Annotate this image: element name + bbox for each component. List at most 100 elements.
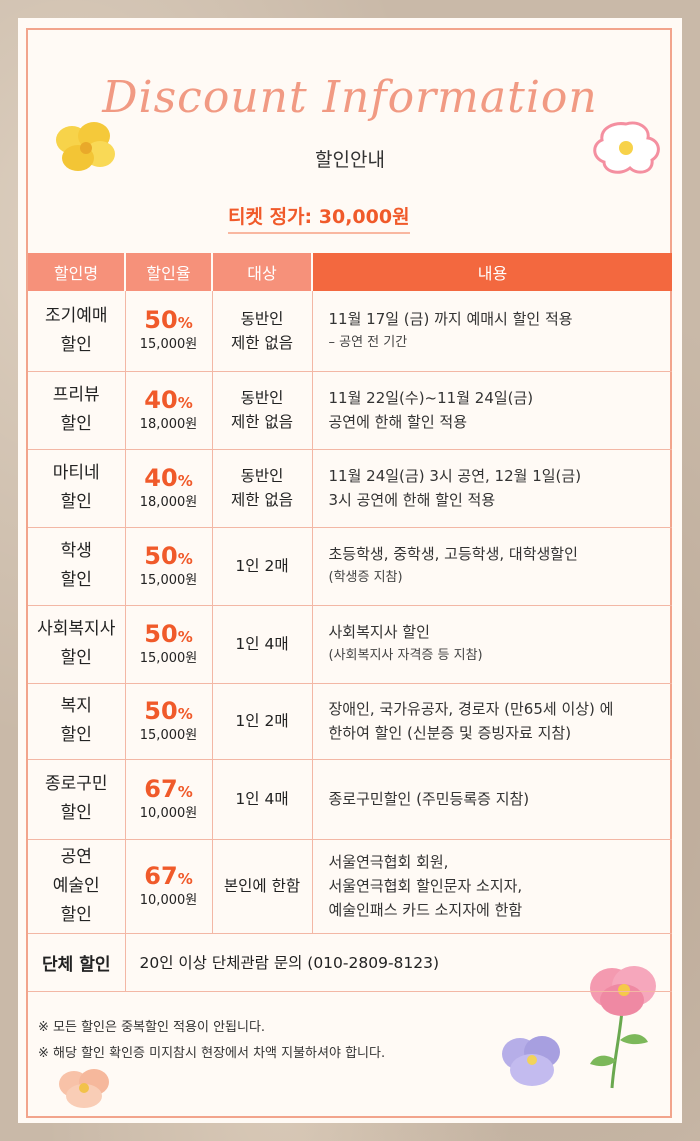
discount-price: 10,000원 — [139, 805, 198, 821]
discount-rate: 50% — [127, 543, 211, 572]
discount-rate-value: 50 — [144, 541, 178, 570]
discount-target-line: 동반인 — [240, 309, 284, 328]
discount-rate-cell: 50% 15,000원 — [125, 527, 213, 606]
discount-rate-cell: 50% 15,000원 — [125, 605, 213, 684]
discount-name-line: 할인 — [60, 725, 92, 745]
discount-content-line: 예술인패스 카드 소지자에 한함 — [328, 901, 523, 919]
discount-content-line: 서울연극협회 회원, — [328, 853, 449, 871]
discount-content-line: 11월 24일(금) 3시 공연, 12월 1일(금) — [328, 467, 582, 485]
discount-rate-percent: % — [177, 393, 193, 412]
discount-name-line: 할인 — [60, 334, 92, 355]
discount-content-line: 초등학생, 중학생, 고등학생, 대학생할인 — [328, 545, 578, 563]
discount-content-line: 종로구민할인 (주민등록증 지참) — [328, 790, 530, 808]
discount-rate: 50% — [127, 621, 211, 650]
discount-target: 본인에 한함 — [212, 839, 313, 934]
discount-rate-value: 50 — [144, 619, 178, 648]
table-row: 프리뷰 할인 40% 18,000원 동반인 제한 없음 11월 22일(수)~11월 24… — [28, 371, 672, 450]
discount-rate: 50% — [127, 698, 211, 727]
table-header-row: 할인명 할인율 대상 내용 — [28, 253, 672, 291]
discount-name-line: 할인 — [60, 414, 92, 434]
discount-content: 서울연극협회 회원, 서울연극협회 할인문자 소지자, 예술인패스 카드 소지자에 … — [312, 839, 672, 934]
discount-rate-cell: 67% 10,000원 — [125, 839, 213, 934]
discount-content: 사회복지사 할인 (사회복지사 자격증 등 지참) — [312, 605, 672, 684]
discount-rate-percent: % — [177, 782, 193, 801]
table-row: 종로구민 할인 67% 10,000원 1인 4매 종로구민할인 (주민등록증 지참) — [28, 759, 672, 840]
discount-note: (학생증 지참) — [328, 570, 403, 585]
discount-rate-percent: % — [177, 471, 193, 490]
discount-name: 공연 예술인 할인 — [28, 839, 126, 934]
discount-content-line: 11월 17일 (금) 까지 예매시 할인 적용 — [328, 309, 573, 328]
header-rate: 할인율 — [125, 253, 213, 291]
header-name: 할인명 — [28, 253, 126, 291]
pink-flower-icon — [593, 121, 660, 174]
discount-content: 11월 17일 (금) 까지 예매시 할인 적용 – 공연 전 기간 — [312, 291, 672, 372]
table-row: 학생 할인 50% 15,000원 1인 2매 초등학생, 중학생, 고등학생, 대학생할… — [28, 527, 672, 606]
discount-rate-cell: 50% 15,000원 — [125, 291, 213, 372]
discount-target-line: 1인 4매 — [235, 790, 289, 808]
discount-content-line: 사회복지사 할인 — [328, 623, 430, 641]
discount-rate-percent: % — [177, 314, 193, 333]
discount-rate-cell: 67% 10,000원 — [125, 759, 213, 840]
group-discount-name: 단체 할인 — [28, 933, 126, 992]
discount-target: 1인 4매 — [212, 759, 313, 840]
discount-price: 15,000원 — [139, 337, 198, 353]
discount-note: – 공연 전 기간 — [328, 334, 408, 350]
discount-target-line: 제한 없음 — [231, 491, 293, 509]
discount-rate-cell: 40% 18,000원 — [125, 449, 213, 528]
discount-target-line: 동반인 — [240, 389, 284, 407]
footer-notes: ※ 모든 할인은 중복할인 적용이 안됩니다. ※ 해당 할인 확인증 미지참시… — [38, 1015, 385, 1067]
discount-rate-cell: 50% 15,000원 — [125, 683, 213, 760]
discount-price: 15,000원 — [139, 650, 198, 666]
group-discount-value: 20인 이상 단체관람 문의 (010-2809-8123) — [125, 933, 672, 992]
discount-rate: 67% — [127, 776, 211, 805]
discount-rate: 67% — [127, 863, 211, 892]
header-content: 내용 — [312, 253, 672, 291]
discount-target-line: 동반인 — [240, 467, 284, 485]
page-subtitle: 할인안내 — [315, 149, 385, 171]
discount-name-line: 복지 — [60, 696, 92, 716]
discount-content-line: 한하여 할인 (신분증 및 증빙자료 지참) — [328, 724, 572, 742]
discount-name-line: 사회복지사 — [37, 619, 116, 639]
discount-rate-value: 67 — [144, 774, 178, 803]
discount-name: 마티네 할인 — [28, 449, 126, 528]
discount-rate-value: 40 — [144, 463, 178, 492]
discount-target-line: 1인 4매 — [235, 635, 289, 653]
discount-rate-percent: % — [177, 704, 193, 723]
discount-content-line: 공연에 한해 할인 적용 — [328, 413, 468, 431]
discount-target-line: 제한 없음 — [231, 413, 293, 431]
footer-note: ※ 해당 할인 확인증 미지참시 현장에서 차액 지불하셔야 합니다. — [38, 1046, 386, 1061]
discount-rate-value: 50 — [144, 696, 178, 725]
discount-rate-value: 40 — [144, 385, 178, 414]
discount-target: 1인 4매 — [212, 605, 313, 684]
peach-flower-icon — [59, 1069, 109, 1108]
header-target: 대상 — [212, 253, 313, 291]
discount-name-line: 조기예매 — [44, 305, 108, 326]
discount-content-line: 장애인, 국가유공자, 경로자 (만65세 이상) 에 — [328, 700, 614, 718]
discount-rate-percent: % — [177, 549, 193, 568]
discount-content: 11월 22일(수)~11월 24일(금) 공연에 한해 할인 적용 — [312, 371, 672, 450]
discount-price: 18,000원 — [139, 494, 198, 510]
discount-rate: 40% — [127, 465, 211, 494]
discount-rate: 50% — [127, 307, 211, 336]
discount-name-line: 종로구민 — [44, 774, 108, 794]
discount-target-line: 제한 없음 — [231, 333, 293, 352]
group-discount-row: 단체 할인 20인 이상 단체관람 문의 (010-2809-8123) — [28, 933, 672, 992]
discount-name-line: 할인 — [60, 648, 92, 668]
discount-content: 11월 24일(금) 3시 공연, 12월 1일(금) 3시 공연에 한해 할인 … — [312, 449, 672, 528]
discount-target-line: 1인 2매 — [235, 557, 289, 575]
discount-name-line: 할인 — [60, 803, 92, 823]
discount-rate-value: 67 — [144, 861, 178, 890]
discount-note: (사회복지사 자격증 등 지참) — [328, 648, 483, 663]
discount-name-line: 프리뷰 — [52, 385, 100, 405]
discount-price: 15,000원 — [139, 572, 198, 588]
discount-content-line: 3시 공연에 한해 할인 적용 — [328, 491, 496, 509]
discount-name-line: 예술인 — [52, 875, 100, 896]
discount-content-line: 서울연극협회 할인문자 소지자, — [328, 877, 523, 895]
